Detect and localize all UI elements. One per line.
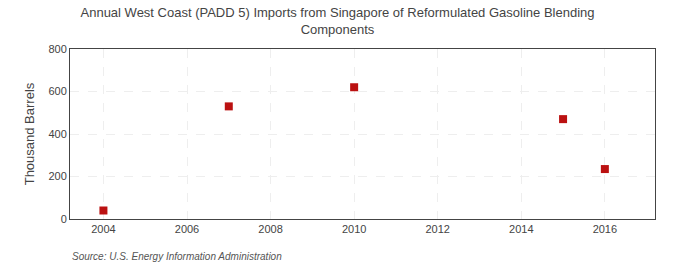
svg-text:200: 200 xyxy=(48,170,66,182)
svg-text:800: 800 xyxy=(48,43,66,55)
svg-text:Thousand Barrels: Thousand Barrels xyxy=(22,82,37,185)
svg-text:600: 600 xyxy=(48,85,66,97)
svg-text:2004: 2004 xyxy=(91,223,115,235)
svg-text:0: 0 xyxy=(61,213,67,225)
svg-text:Source: U.S. Energy Informatio: Source: U.S. Energy Information Administ… xyxy=(72,251,282,262)
svg-text:2016: 2016 xyxy=(593,223,617,235)
svg-text:400: 400 xyxy=(48,128,66,140)
svg-text:2014: 2014 xyxy=(509,223,533,235)
svg-text:2008: 2008 xyxy=(258,223,282,235)
svg-text:Annual West Coast (PADD 5) Imp: Annual West Coast (PADD 5) Imports from … xyxy=(81,5,595,37)
svg-text:2012: 2012 xyxy=(425,223,449,235)
svg-text:2010: 2010 xyxy=(342,223,366,235)
svg-text:2006: 2006 xyxy=(175,223,199,235)
